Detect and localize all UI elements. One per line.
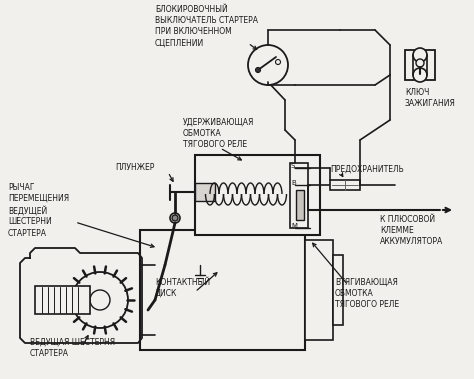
Bar — [405, 50, 435, 80]
Circle shape — [416, 59, 424, 67]
Text: УДЕРЖИВАЮЩАЯ
ОБМОТКА
ТЯГОВОГО РЕЛЕ: УДЕРЖИВАЮЩАЯ ОБМОТКА ТЯГОВОГО РЕЛЕ — [183, 118, 255, 149]
Bar — [296, 190, 304, 220]
Text: КЛЮЧ
ЗАЖИГАНИЯ: КЛЮЧ ЗАЖИГАНИЯ — [405, 88, 456, 108]
Bar — [35, 286, 90, 314]
Bar — [140, 230, 305, 350]
Circle shape — [413, 48, 427, 62]
Text: КОНТАКТНЫЙ
ДИСК: КОНТАКТНЫЙ ДИСК — [155, 278, 210, 298]
Text: S: S — [291, 163, 295, 169]
Text: B: B — [291, 180, 296, 186]
Circle shape — [275, 60, 281, 64]
Text: M: M — [291, 223, 297, 229]
Circle shape — [255, 67, 261, 72]
Circle shape — [248, 45, 288, 85]
Circle shape — [413, 68, 427, 82]
Circle shape — [170, 213, 180, 223]
Text: К ПЛЮСОВОЙ
КЛЕММЕ
АККУМУЛЯТОРА: К ПЛЮСОВОЙ КЛЕММЕ АККУМУЛЯТОРА — [380, 215, 443, 246]
Text: ВТЯГИВАЮЩАЯ
ОБМОТКА
ТЯГОВОГО РЕЛЕ: ВТЯГИВАЮЩАЯ ОБМОТКА ТЯГОВОГО РЕЛЕ — [335, 278, 399, 309]
Bar — [333, 255, 343, 325]
Text: РЫЧАГ
ПЕРЕМЕЩЕНИЯ
ВЕДУЩЕЙ
ШЕСТЕРНИ
СТАРТЕРА: РЫЧАГ ПЕРЕМЕЩЕНИЯ ВЕДУЩЕЙ ШЕСТЕРНИ СТАРТ… — [8, 183, 69, 238]
Text: ПЛУНЖЕР: ПЛУНЖЕР — [115, 163, 155, 172]
Text: ВЕДУЩАЯ ШЕСТЕРНЯ
СТАРТЕРА: ВЕДУЩАЯ ШЕСТЕРНЯ СТАРТЕРА — [30, 338, 115, 358]
Bar — [195, 183, 215, 201]
Bar — [195, 155, 320, 235]
Circle shape — [90, 290, 110, 310]
Bar — [330, 180, 360, 190]
Bar — [305, 240, 333, 340]
Text: ПРЕДОХРАНИТЕЛЬ: ПРЕДОХРАНИТЕЛЬ — [330, 165, 404, 174]
Bar — [290, 163, 308, 228]
Text: БЛОКИРОВОЧНЫЙ
ВЫКЛЮЧАТЕЛЬ СТАРТЕРА
ПРИ ВКЛЮЧЕННОМ
СЦЕПЛЕНИИ: БЛОКИРОВОЧНЫЙ ВЫКЛЮЧАТЕЛЬ СТАРТЕРА ПРИ В… — [155, 5, 258, 47]
Circle shape — [72, 272, 128, 328]
Circle shape — [172, 215, 178, 221]
